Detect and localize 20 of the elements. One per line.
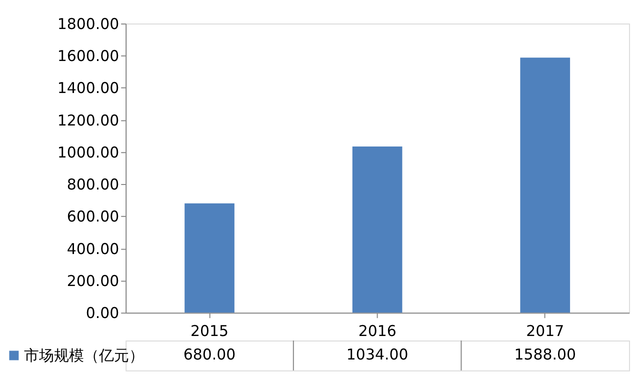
y-tick-label: 200.00 <box>66 272 120 290</box>
y-tick-label: 600.00 <box>66 208 120 226</box>
y-tick-label: 0.00 <box>86 304 120 322</box>
y-tick-label: 1200.00 <box>57 111 120 130</box>
legend-label: 市场规模（亿元） <box>24 346 144 364</box>
bar <box>184 203 234 313</box>
bar <box>352 146 402 313</box>
y-tick-label: 400.00 <box>66 240 120 258</box>
y-tick-label: 1600.00 <box>57 47 120 66</box>
x-tick-label: 2017 <box>526 322 564 340</box>
data-label: 1034.00 <box>346 345 408 364</box>
y-tick-label: 1000.00 <box>57 143 120 162</box>
y-tick-label: 800.00 <box>66 176 120 194</box>
data-label: 1588.00 <box>514 345 576 364</box>
x-tick-label: 2016 <box>358 322 396 340</box>
y-tick-label: 1800.00 <box>57 15 120 33</box>
x-tick-label: 2015 <box>190 322 229 340</box>
bar <box>520 58 570 313</box>
y-tick-label: 1400.00 <box>57 79 120 98</box>
data-label: 680.00 <box>183 345 236 364</box>
